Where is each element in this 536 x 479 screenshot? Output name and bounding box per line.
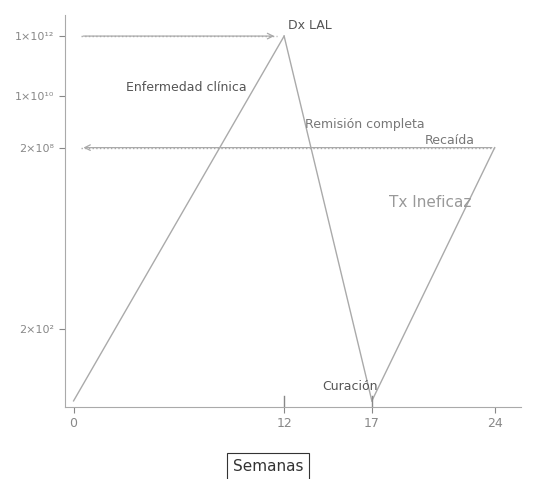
Text: Remisión completa: Remisión completa: [305, 118, 425, 131]
Text: Enfermedad clínica: Enfermedad clínica: [126, 81, 247, 94]
Text: Curación: Curación: [323, 380, 378, 393]
Text: Semanas: Semanas: [233, 459, 303, 474]
Text: Tx Ineficaz: Tx Ineficaz: [389, 195, 472, 210]
Text: Recaída: Recaída: [425, 134, 474, 147]
Text: Dx LAL: Dx LAL: [288, 19, 331, 32]
